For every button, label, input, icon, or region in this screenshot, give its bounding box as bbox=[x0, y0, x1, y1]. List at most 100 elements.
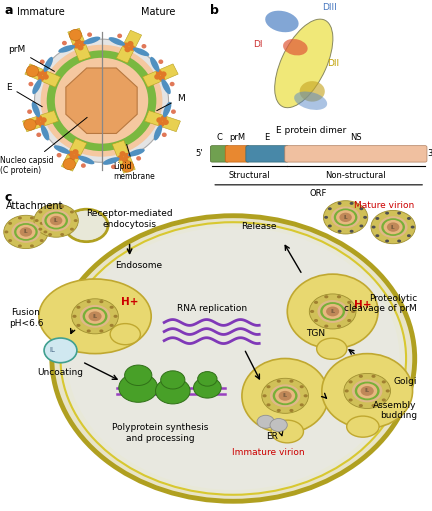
Circle shape bbox=[70, 211, 74, 214]
Circle shape bbox=[270, 419, 287, 431]
Text: Release: Release bbox=[241, 222, 277, 231]
Circle shape bbox=[347, 319, 351, 322]
Circle shape bbox=[347, 301, 351, 304]
Circle shape bbox=[42, 210, 70, 231]
Circle shape bbox=[120, 151, 126, 157]
Circle shape bbox=[411, 225, 415, 228]
Circle shape bbox=[34, 119, 41, 125]
Ellipse shape bbox=[162, 79, 171, 94]
Circle shape bbox=[326, 307, 339, 316]
Text: IL: IL bbox=[283, 393, 288, 398]
Circle shape bbox=[397, 212, 401, 215]
Circle shape bbox=[44, 212, 68, 229]
Circle shape bbox=[349, 202, 354, 205]
Circle shape bbox=[320, 302, 345, 321]
Text: Uncoating: Uncoating bbox=[38, 368, 83, 377]
Circle shape bbox=[156, 70, 162, 76]
Text: E: E bbox=[6, 83, 42, 107]
Text: Polyprotein synthesis
and processing: Polyprotein synthesis and processing bbox=[111, 424, 208, 443]
Circle shape bbox=[324, 324, 328, 328]
Circle shape bbox=[36, 132, 41, 137]
Ellipse shape bbox=[65, 209, 108, 242]
Circle shape bbox=[26, 65, 38, 77]
Circle shape bbox=[262, 378, 308, 413]
Circle shape bbox=[359, 224, 363, 227]
Text: prM: prM bbox=[229, 133, 245, 143]
Circle shape bbox=[314, 319, 318, 322]
Circle shape bbox=[70, 155, 76, 160]
Circle shape bbox=[349, 399, 353, 402]
Circle shape bbox=[89, 311, 102, 321]
Circle shape bbox=[263, 394, 267, 398]
Ellipse shape bbox=[83, 37, 100, 44]
Circle shape bbox=[337, 230, 342, 233]
Circle shape bbox=[328, 207, 332, 210]
Circle shape bbox=[27, 109, 32, 114]
Circle shape bbox=[273, 386, 298, 405]
Circle shape bbox=[357, 383, 377, 399]
Polygon shape bbox=[145, 110, 181, 132]
Circle shape bbox=[73, 43, 79, 49]
Circle shape bbox=[50, 216, 62, 225]
Circle shape bbox=[334, 208, 357, 226]
Circle shape bbox=[119, 373, 158, 402]
Ellipse shape bbox=[32, 102, 40, 118]
Circle shape bbox=[337, 202, 342, 205]
Circle shape bbox=[162, 132, 167, 137]
Ellipse shape bbox=[39, 279, 151, 354]
Circle shape bbox=[324, 295, 328, 298]
Text: IL: IL bbox=[24, 229, 28, 235]
Circle shape bbox=[44, 338, 77, 363]
Ellipse shape bbox=[67, 211, 106, 240]
Circle shape bbox=[381, 218, 405, 236]
Ellipse shape bbox=[154, 125, 162, 141]
Ellipse shape bbox=[294, 91, 327, 110]
Circle shape bbox=[72, 149, 79, 155]
Circle shape bbox=[30, 244, 34, 247]
Circle shape bbox=[355, 382, 380, 400]
Text: DI: DI bbox=[254, 40, 263, 49]
Circle shape bbox=[277, 380, 281, 383]
Ellipse shape bbox=[265, 11, 299, 32]
Circle shape bbox=[194, 377, 221, 398]
Text: b: b bbox=[210, 4, 219, 17]
Circle shape bbox=[8, 239, 12, 242]
Text: H+: H+ bbox=[354, 300, 372, 310]
Circle shape bbox=[270, 384, 300, 407]
Circle shape bbox=[349, 380, 353, 383]
Ellipse shape bbox=[317, 338, 347, 359]
Circle shape bbox=[375, 234, 379, 237]
Circle shape bbox=[40, 59, 44, 64]
Circle shape bbox=[47, 51, 156, 151]
Ellipse shape bbox=[322, 354, 413, 428]
Circle shape bbox=[38, 211, 42, 214]
Circle shape bbox=[385, 212, 389, 215]
Circle shape bbox=[277, 409, 281, 412]
FancyBboxPatch shape bbox=[225, 146, 250, 162]
Circle shape bbox=[300, 385, 304, 388]
Circle shape bbox=[60, 233, 64, 236]
Circle shape bbox=[352, 380, 382, 402]
Polygon shape bbox=[22, 110, 58, 132]
Text: Immature virion: Immature virion bbox=[232, 448, 304, 457]
Circle shape bbox=[41, 45, 162, 157]
Text: a: a bbox=[4, 4, 13, 17]
Circle shape bbox=[379, 216, 407, 238]
Circle shape bbox=[382, 399, 386, 402]
Text: DII: DII bbox=[327, 59, 339, 68]
Circle shape bbox=[40, 222, 44, 225]
Circle shape bbox=[127, 41, 133, 47]
Circle shape bbox=[44, 230, 48, 234]
Circle shape bbox=[124, 365, 152, 385]
Circle shape bbox=[70, 228, 74, 230]
Circle shape bbox=[158, 121, 165, 127]
Circle shape bbox=[159, 76, 165, 81]
Circle shape bbox=[41, 117, 47, 123]
Circle shape bbox=[142, 44, 146, 49]
Polygon shape bbox=[25, 64, 60, 87]
Text: Attachment: Attachment bbox=[6, 201, 64, 211]
Polygon shape bbox=[116, 30, 142, 63]
Circle shape bbox=[114, 315, 118, 318]
Ellipse shape bbox=[163, 102, 172, 118]
Circle shape bbox=[267, 385, 270, 388]
